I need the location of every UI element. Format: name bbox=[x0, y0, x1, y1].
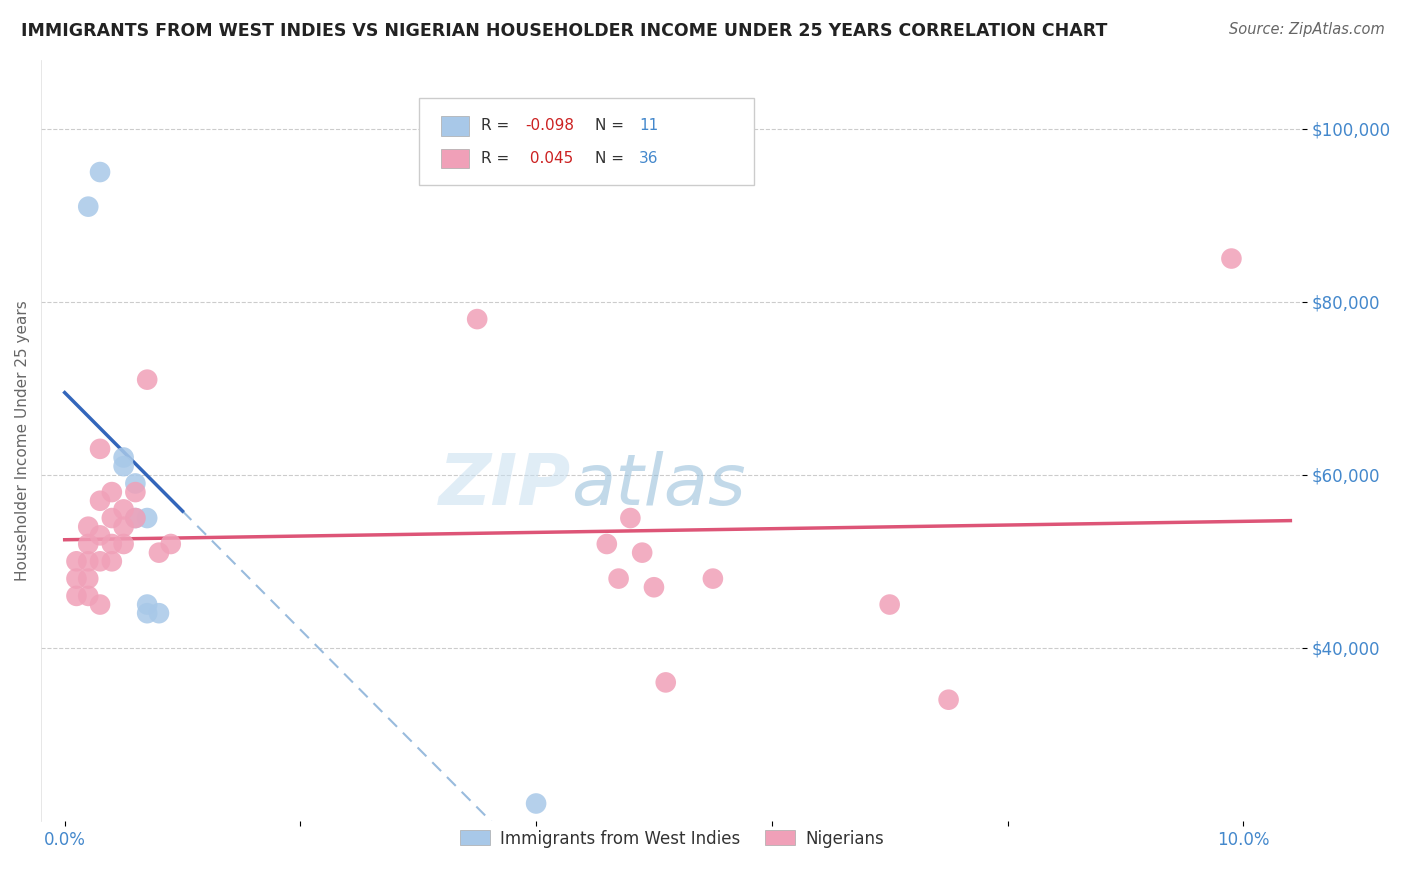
Point bbox=[112, 502, 135, 516]
Text: N =: N = bbox=[595, 119, 628, 133]
Point bbox=[89, 493, 111, 508]
FancyBboxPatch shape bbox=[441, 149, 468, 169]
Text: 36: 36 bbox=[638, 151, 658, 166]
Point bbox=[89, 598, 111, 612]
Text: ZIP: ZIP bbox=[439, 451, 571, 520]
FancyBboxPatch shape bbox=[419, 97, 754, 186]
Point bbox=[65, 554, 87, 568]
Point bbox=[702, 572, 724, 586]
Point bbox=[112, 519, 135, 533]
Point bbox=[101, 485, 124, 500]
Point bbox=[77, 537, 100, 551]
Point bbox=[89, 528, 111, 542]
Text: 11: 11 bbox=[638, 119, 658, 133]
Point bbox=[89, 165, 111, 179]
Point bbox=[77, 519, 100, 533]
Text: IMMIGRANTS FROM WEST INDIES VS NIGERIAN HOUSEHOLDER INCOME UNDER 25 YEARS CORREL: IMMIGRANTS FROM WEST INDIES VS NIGERIAN … bbox=[21, 22, 1108, 40]
Point bbox=[124, 511, 146, 525]
Point bbox=[89, 442, 111, 456]
Point bbox=[136, 511, 159, 525]
Point bbox=[77, 572, 100, 586]
Point bbox=[631, 546, 654, 560]
Point bbox=[654, 675, 676, 690]
Point bbox=[112, 537, 135, 551]
Point bbox=[124, 476, 146, 491]
Point bbox=[148, 606, 170, 620]
Point bbox=[89, 554, 111, 568]
Text: atlas: atlas bbox=[571, 451, 745, 520]
Point bbox=[112, 459, 135, 474]
Point bbox=[643, 580, 665, 594]
Point bbox=[124, 485, 146, 500]
Text: N =: N = bbox=[595, 151, 628, 166]
Point bbox=[879, 598, 901, 612]
Point bbox=[159, 537, 181, 551]
Point bbox=[465, 312, 488, 326]
Point bbox=[77, 589, 100, 603]
Point bbox=[619, 511, 641, 525]
Point bbox=[101, 554, 124, 568]
Point bbox=[148, 546, 170, 560]
Point bbox=[65, 572, 87, 586]
Legend: Immigrants from West Indies, Nigerians: Immigrants from West Indies, Nigerians bbox=[453, 823, 890, 855]
Text: Source: ZipAtlas.com: Source: ZipAtlas.com bbox=[1229, 22, 1385, 37]
Point bbox=[77, 200, 100, 214]
Point bbox=[524, 797, 547, 811]
Point bbox=[101, 511, 124, 525]
Point bbox=[596, 537, 619, 551]
Point bbox=[1220, 252, 1243, 266]
Y-axis label: Householder Income Under 25 years: Householder Income Under 25 years bbox=[15, 300, 30, 581]
Point bbox=[136, 598, 159, 612]
Point bbox=[77, 554, 100, 568]
Point bbox=[136, 373, 159, 387]
Text: R =: R = bbox=[481, 151, 515, 166]
Point bbox=[607, 572, 630, 586]
Point bbox=[101, 537, 124, 551]
Point bbox=[938, 692, 960, 706]
Point bbox=[124, 511, 146, 525]
Text: R =: R = bbox=[481, 119, 515, 133]
FancyBboxPatch shape bbox=[441, 116, 468, 136]
Point bbox=[65, 589, 87, 603]
Text: -0.098: -0.098 bbox=[526, 119, 575, 133]
Point bbox=[136, 606, 159, 620]
Point bbox=[112, 450, 135, 465]
Text: 0.045: 0.045 bbox=[526, 151, 574, 166]
